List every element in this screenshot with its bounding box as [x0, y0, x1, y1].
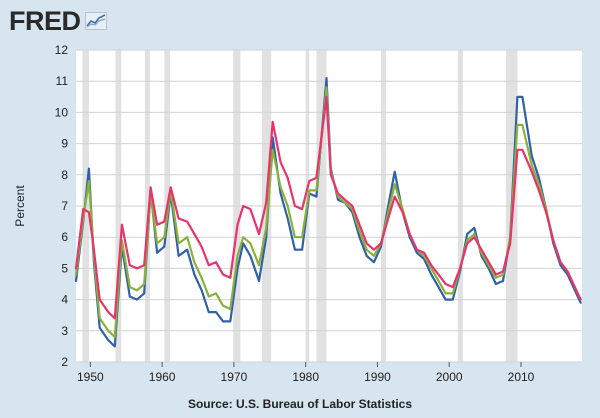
- x-tick-label-1950: 1950: [77, 370, 104, 384]
- source-note: Source: U.S. Bureau of Labor Statistics: [187, 397, 413, 411]
- y-axis-title: Percent: [13, 185, 27, 227]
- series-line-pink: [74, 95, 582, 320]
- y-tick-label-2: 2: [61, 355, 68, 369]
- y-tick-label-3: 3: [61, 324, 68, 338]
- series-lines: [74, 76, 582, 348]
- y-tick-label-10: 10: [55, 105, 69, 119]
- fred-logo[interactable]: FRED: [9, 6, 107, 36]
- y-axis-ticks: 2 3 4 5 6 7 8 9 10 11 12: [55, 43, 69, 369]
- x-tick-label-1960: 1960: [149, 370, 176, 384]
- x-tick-label-2000: 2000: [436, 370, 463, 384]
- x-tick-label-2010: 2010: [508, 370, 535, 384]
- y-tick-label-8: 8: [61, 168, 68, 182]
- x-axis-ticks: 1950 1960 1970 1980 1990 2000 2010: [77, 362, 535, 384]
- y-tick-label-9: 9: [61, 137, 68, 151]
- y-tick-label-6: 6: [61, 230, 68, 244]
- x-tick-label-1990: 1990: [364, 370, 391, 384]
- x-tick-label-1980: 1980: [292, 370, 319, 384]
- y-tick-label-7: 7: [61, 199, 68, 213]
- y-tick-label-5: 5: [61, 261, 68, 275]
- y-tick-label-12: 12: [55, 43, 69, 57]
- x-tick-label-1970: 1970: [221, 370, 248, 384]
- y-tick-label-11: 11: [56, 74, 69, 88]
- y-tick-label-4: 4: [61, 293, 68, 307]
- fred-chart-icon: [84, 12, 107, 30]
- fred-logo-text: FRED: [9, 6, 81, 36]
